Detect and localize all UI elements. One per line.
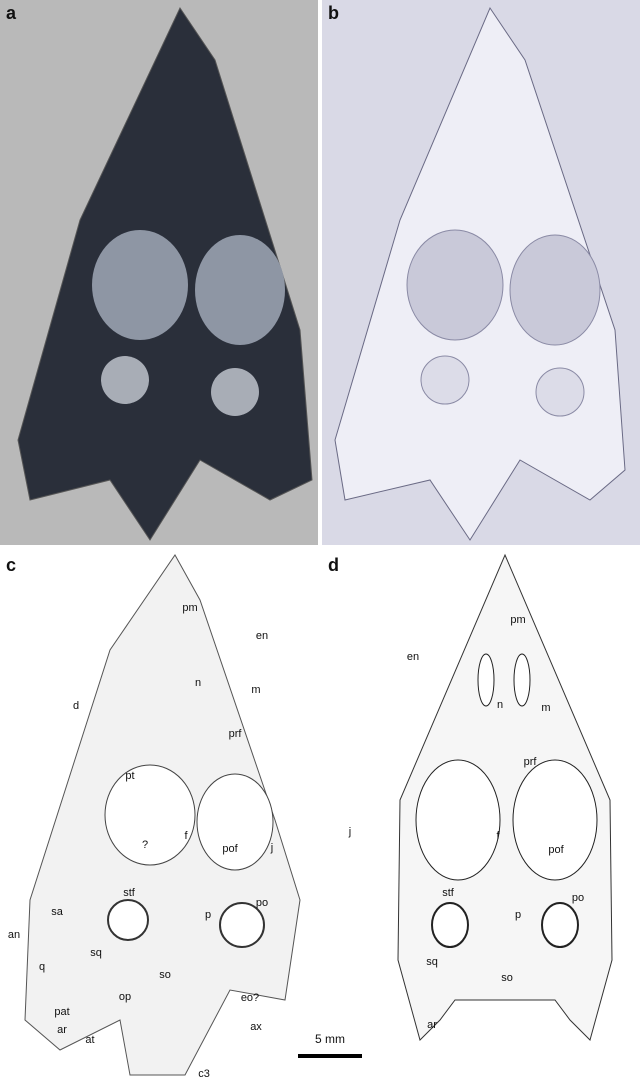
annotation: po [572, 892, 584, 904]
annotation: stf [123, 887, 136, 899]
scale-bar-label: 5 mm [315, 1032, 345, 1046]
annotation: ar [57, 1024, 67, 1036]
fenestra [535, 367, 585, 417]
fenestra [219, 902, 265, 948]
annotation: en [407, 651, 419, 663]
annotation: f [496, 830, 500, 842]
annotation: prf [524, 756, 538, 768]
panel-label: b [328, 3, 339, 23]
annotation: m [251, 684, 260, 696]
annotations-c: pm en d n m prf pt f j pof ? an sa stf p… [8, 602, 273, 1080]
fenestra [420, 355, 470, 405]
annotation: c3 [198, 1068, 210, 1080]
annotation: ar [427, 1019, 437, 1031]
annotation: pm [182, 602, 197, 614]
annotation: n [195, 677, 201, 689]
annotation: pm [510, 614, 525, 626]
annotation: so [159, 969, 171, 981]
annotation: ? [142, 839, 148, 851]
annotation: prf [229, 728, 243, 740]
orbit [512, 759, 598, 881]
fenestra [101, 356, 149, 404]
orbit [92, 230, 188, 340]
annotation: pt [125, 770, 134, 782]
annotation: po [256, 897, 268, 909]
nostril [513, 653, 531, 707]
fenestra [541, 902, 579, 948]
annotation: sq [90, 947, 102, 959]
annotation: p [515, 909, 521, 921]
panel-label: c [6, 555, 16, 575]
annotation: pof [222, 843, 238, 855]
panel-label: d [328, 555, 339, 575]
annotation: q [39, 961, 45, 973]
annotation: en [256, 630, 268, 642]
orbit [104, 764, 196, 866]
annotation: f [184, 830, 188, 842]
annotation: n [497, 699, 503, 711]
annotation: stf [442, 887, 455, 899]
annotation: an [8, 929, 20, 941]
orbit [406, 229, 504, 341]
annotation: pof [548, 844, 564, 856]
annotation: ax [250, 1021, 262, 1033]
annotation: pat [54, 1006, 69, 1018]
orbit [415, 759, 501, 881]
annotation: j [348, 826, 351, 838]
fenestra [107, 899, 149, 941]
annotation: d [73, 700, 79, 712]
annotation: sq [426, 956, 438, 968]
orbit [509, 234, 601, 346]
annotation: op [119, 991, 131, 1003]
annotation: j [270, 842, 273, 854]
annotation: m [541, 702, 550, 714]
annotation: sa [51, 906, 64, 918]
fenestra [211, 368, 259, 416]
nostril [477, 653, 495, 707]
fenestra [431, 902, 469, 948]
panel-label: a [6, 3, 17, 23]
annotation: p [205, 909, 211, 921]
orbit [195, 235, 285, 345]
orbit [196, 773, 274, 871]
annotation: eo? [241, 992, 259, 1004]
annotation: so [501, 972, 513, 984]
annotation: at [85, 1034, 94, 1046]
